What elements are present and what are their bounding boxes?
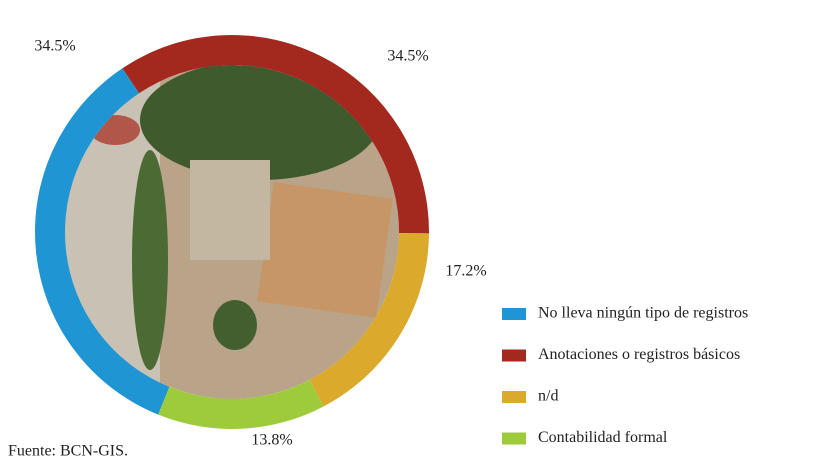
aerial-photo xyxy=(65,65,399,399)
legend-swatch xyxy=(502,308,526,320)
donut-slice xyxy=(158,379,324,429)
donut-slice xyxy=(122,35,430,234)
donut-slice xyxy=(34,68,170,415)
legend-swatch xyxy=(502,432,526,445)
data-label: 34.5% xyxy=(387,48,428,65)
donut-slice xyxy=(309,233,429,407)
legend-label: Anotaciones o registros básicos xyxy=(538,346,740,363)
data-label: 34.5% xyxy=(34,38,75,55)
legend-swatch xyxy=(502,391,526,403)
legend-label: No lleva ningún tipo de registros xyxy=(538,305,748,322)
legend-label: Contabilidad formal xyxy=(538,429,668,446)
data-label: 13.8% xyxy=(251,432,292,449)
data-label: 17.2% xyxy=(445,263,486,280)
legend-label: n/d xyxy=(538,388,558,405)
source: Fuente: BCN-GIS. xyxy=(8,443,128,460)
legend-swatch xyxy=(502,349,526,362)
